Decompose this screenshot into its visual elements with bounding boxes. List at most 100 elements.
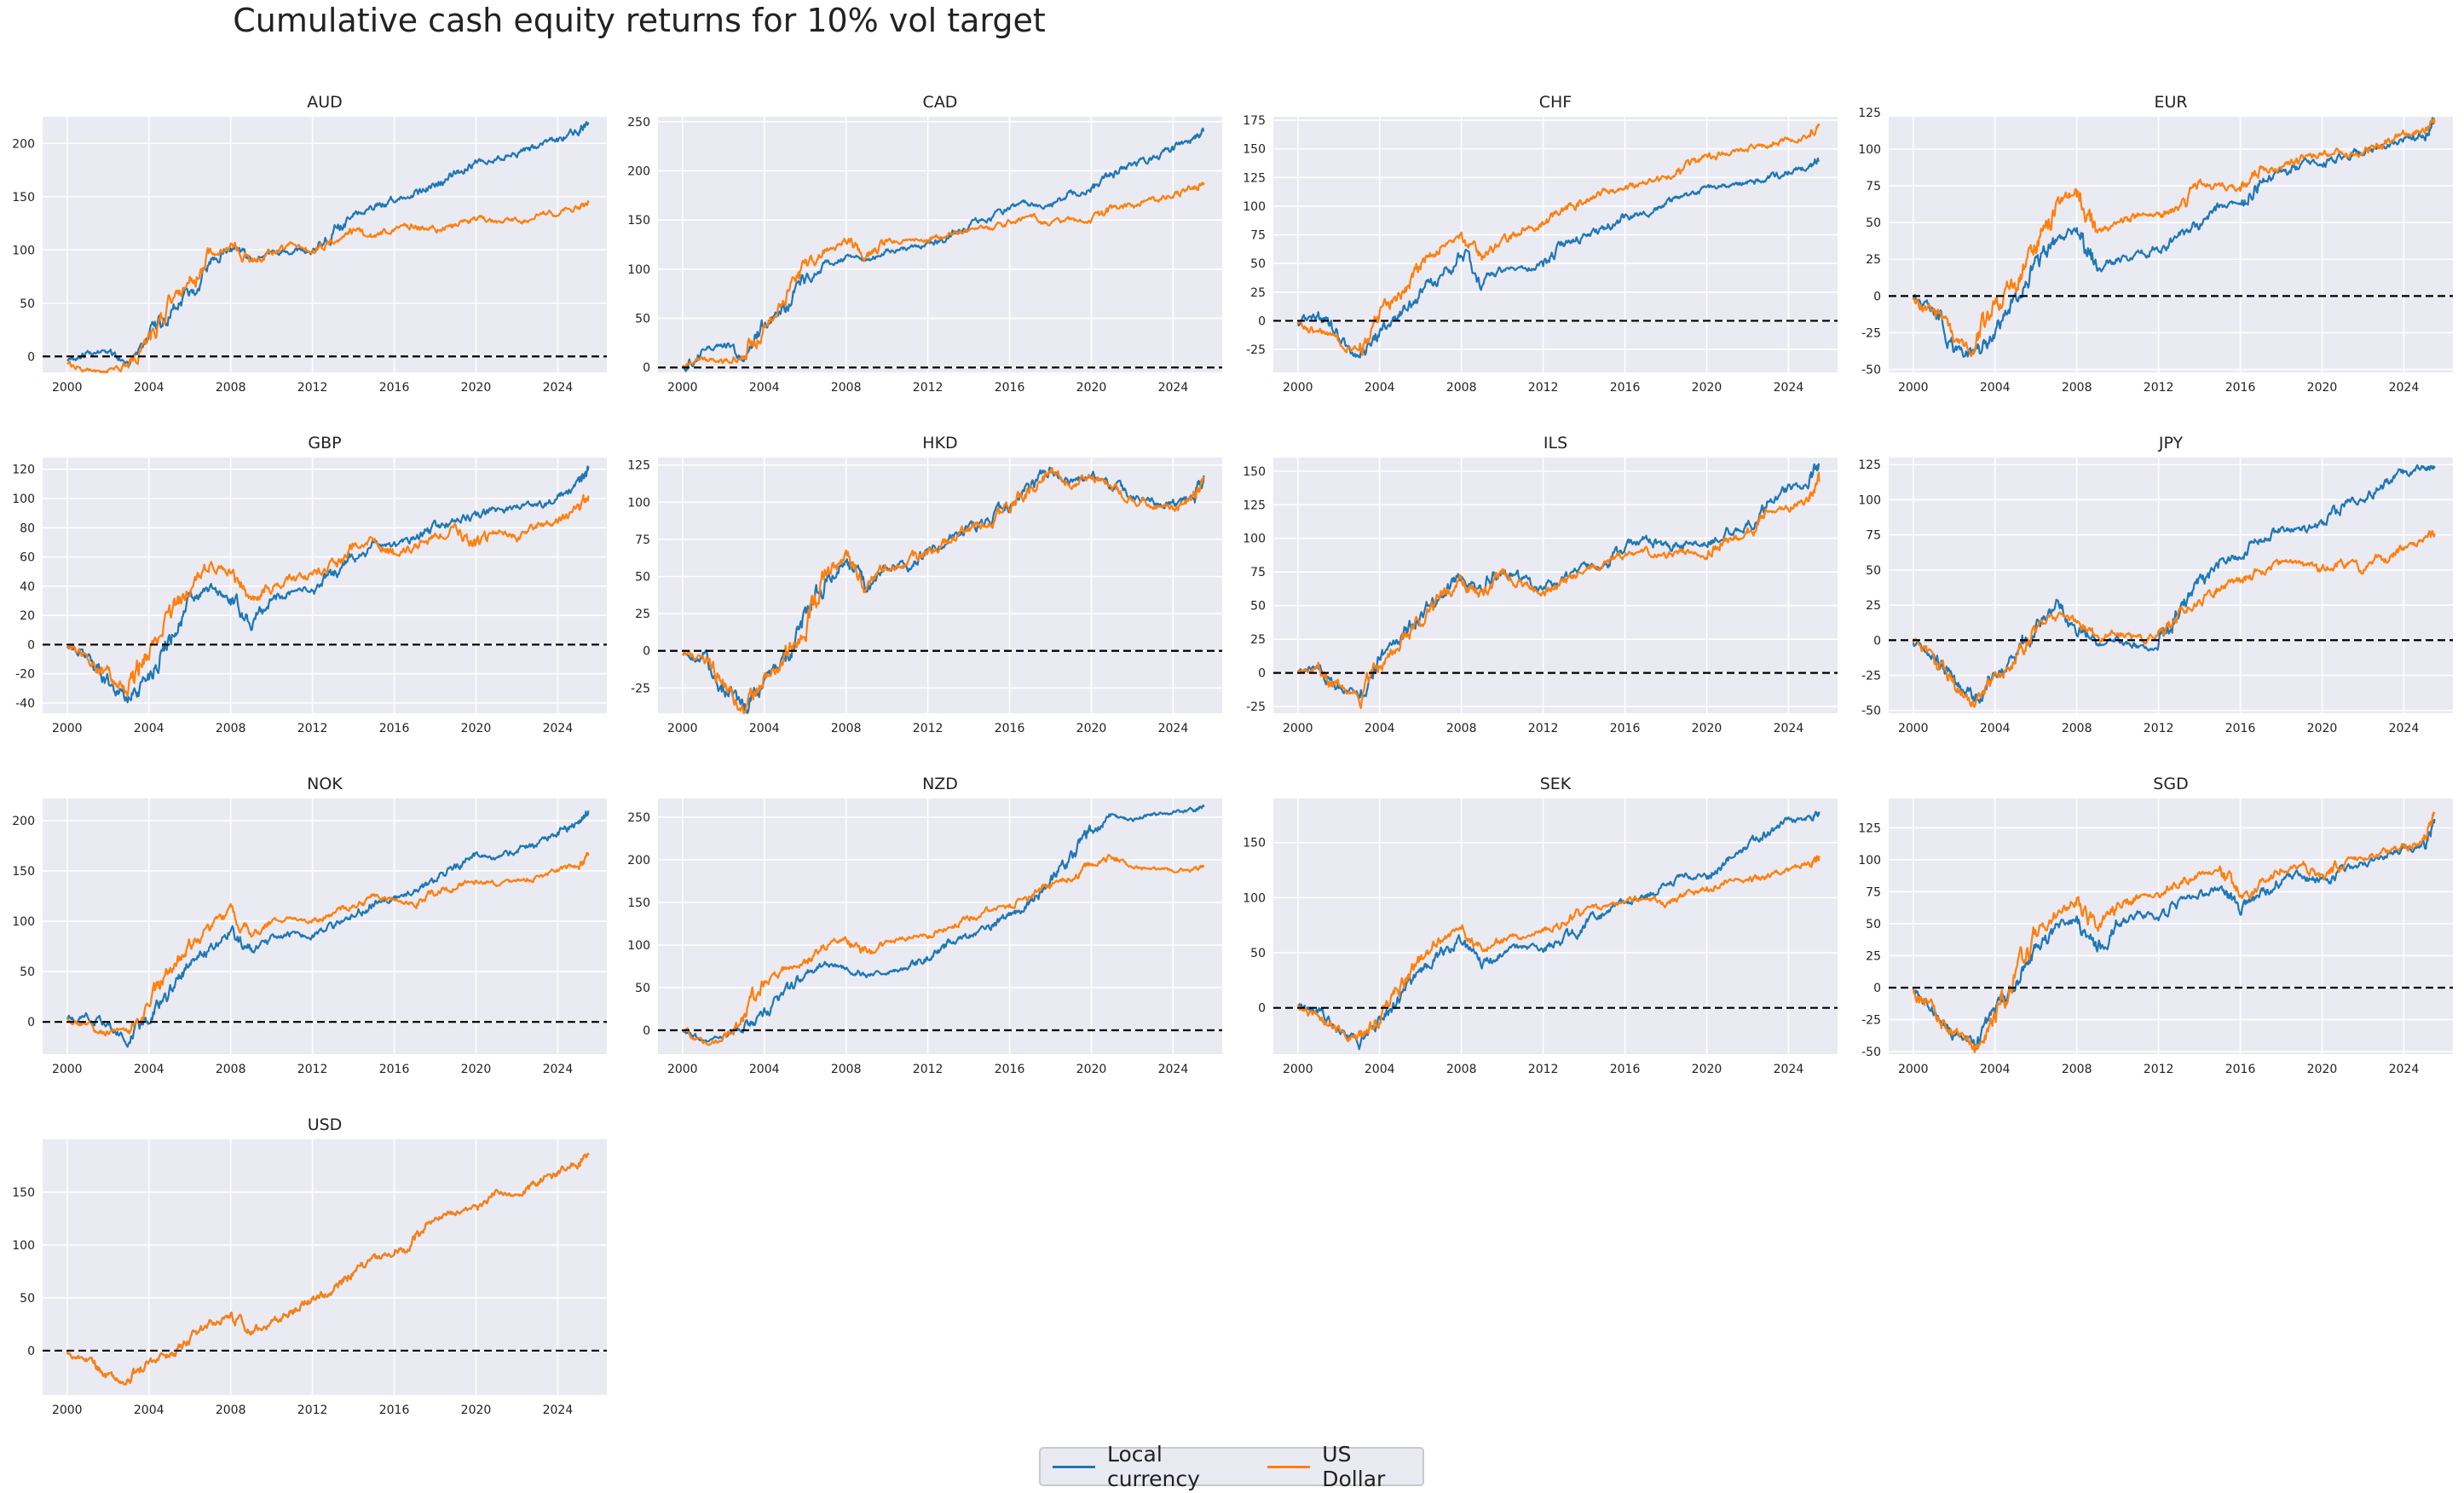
- y-tick-label: 50: [635, 571, 650, 585]
- x-tick-label: 2008: [2062, 1063, 2092, 1076]
- series-line-us-dollar-jpy: [1912, 529, 2436, 708]
- x-tick-label: 2000: [1283, 381, 1313, 395]
- x-tick-label: 2016: [2225, 722, 2256, 735]
- x-tick-label: 2008: [1446, 381, 1477, 395]
- x-tick-label: 2016: [995, 381, 1025, 395]
- x-tick-label: 2008: [831, 1063, 862, 1076]
- legend-item-usd: US Dollar: [1267, 1442, 1407, 1491]
- series-line-local-currency-nzd: [682, 804, 1205, 1043]
- x-tick-label: 2012: [297, 722, 328, 735]
- series-line-us-dollar-nzd: [682, 854, 1205, 1046]
- subplot-eur: EUR -50 -25 0 25 50 75 100 125 2000 2004 2008 2012 20…: [1858, 93, 2453, 395]
- x-tick-label: 2004: [1980, 1063, 2011, 1076]
- legend-line-usd-swatch: [1267, 1465, 1311, 1468]
- series-line-local-currency-eur: [1912, 117, 2436, 358]
- y-tick-label: 25: [635, 608, 650, 621]
- x-tick-label: 2024: [1158, 1063, 1189, 1076]
- y-tick-label: 100: [627, 939, 650, 953]
- y-tick-label: 50: [1250, 947, 1266, 960]
- subplot-nok: NOK 0 50 100 150 200 2000 2004 2008 2012 2016 2020 2…: [12, 775, 607, 1076]
- plot-area-cad: [658, 117, 1222, 372]
- y-tick-label: -20: [15, 668, 35, 682]
- y-tick-label: 25: [1866, 253, 1881, 267]
- subplot-title-eur: EUR: [2154, 93, 2187, 112]
- y-tick-label: -25: [631, 682, 650, 695]
- x-tick-label: 2016: [1610, 1063, 1641, 1076]
- y-tick-label: 150: [627, 214, 650, 228]
- y-tick-label: 150: [12, 1186, 35, 1200]
- y-tick-label: 120: [12, 464, 35, 477]
- x-tick-label: 2016: [379, 381, 410, 395]
- y-tick-label: 200: [12, 815, 35, 828]
- x-tick-label: 2012: [2144, 1063, 2174, 1076]
- y-tick-label: 75: [635, 533, 650, 547]
- x-tick-label: 2004: [1980, 381, 2011, 395]
- y-tick-label: 50: [1250, 257, 1266, 271]
- y-tick-label: 100: [627, 263, 650, 277]
- x-tick-label: 2024: [1774, 722, 1804, 735]
- x-tick-label: 2012: [2144, 381, 2174, 395]
- y-tick-label: 150: [12, 865, 35, 879]
- x-tick-label: 2020: [1076, 722, 1107, 735]
- y-tick-label: 150: [627, 896, 650, 910]
- y-tick-label: 100: [1243, 891, 1266, 905]
- y-tick-label: 25: [1866, 599, 1881, 613]
- x-tick-label: 2012: [1528, 381, 1559, 395]
- y-tick-label: 125: [1858, 822, 1881, 836]
- subplot-hkd: HKD -25 0 25 50 75 100 125 2000 2004 2008 2012 2016 2…: [627, 434, 1222, 735]
- y-tick-label: 20: [20, 609, 35, 623]
- y-tick-label: 75: [1866, 180, 1881, 193]
- x-tick-label: 2020: [2307, 722, 2338, 735]
- x-tick-label: 2020: [1076, 381, 1107, 395]
- plot-area-sgd: [1889, 798, 2453, 1054]
- x-tick-label: 2008: [831, 381, 862, 395]
- subplot-title-hkd: HKD: [922, 434, 957, 453]
- x-tick-label: 2016: [995, 722, 1025, 735]
- y-tick-label: 0: [1258, 314, 1266, 328]
- plot-area-nok: [43, 798, 607, 1054]
- legend-line-local-swatch: [1053, 1465, 1095, 1468]
- y-tick-label: 0: [1873, 634, 1881, 648]
- y-tick-label: 100: [1243, 200, 1266, 214]
- y-tick-label: 0: [27, 638, 35, 652]
- y-tick-label: 50: [635, 982, 650, 995]
- x-tick-label: 2024: [2389, 722, 2420, 735]
- y-tick-label: 200: [627, 854, 650, 868]
- x-tick-label: 2024: [1774, 1063, 1804, 1076]
- series-line-local-currency-sek: [1297, 810, 1821, 1051]
- x-tick-label: 2008: [1446, 1063, 1477, 1076]
- x-tick-label: 2016: [2225, 381, 2256, 395]
- series-line-us-dollar-cad: [681, 182, 1205, 368]
- legend-label-usd: US Dollar: [1322, 1442, 1386, 1491]
- y-tick-label: 0: [27, 1016, 35, 1029]
- subplot-title-nok: NOK: [307, 775, 343, 793]
- x-tick-label: 2008: [831, 722, 862, 735]
- x-tick-label: 2008: [1446, 722, 1477, 735]
- y-tick-label: 50: [20, 966, 35, 979]
- subplot-aud: AUD 0 50 100 150 200 2000 2004 2008 2012 2016 2020 2…: [12, 93, 607, 395]
- y-tick-label: 125: [1858, 458, 1881, 472]
- x-tick-label: 2024: [2389, 381, 2420, 395]
- y-tick-label: 0: [643, 645, 650, 659]
- y-tick-label: 0: [643, 1024, 650, 1038]
- series-line-local-currency-gbp: [66, 465, 590, 704]
- y-tick-label: -25: [1246, 700, 1266, 714]
- y-tick-label: 25: [1250, 286, 1266, 300]
- x-tick-label: 2024: [543, 722, 574, 735]
- y-tick-label: 100: [1858, 854, 1881, 868]
- y-tick-label: -50: [1861, 705, 1881, 718]
- x-tick-label: 2016: [2225, 1063, 2256, 1076]
- x-tick-label: 2000: [52, 1404, 83, 1417]
- plot-area-gbp: [43, 458, 607, 713]
- y-tick-label: -25: [1861, 1014, 1881, 1028]
- series-line-local-currency-nok: [66, 810, 590, 1048]
- series-line-us-dollar-sek: [1296, 855, 1821, 1042]
- subplot-chf: CHF -25 0 25 50 75 100 125 150 175 2000 2004 2008 201…: [1243, 93, 1838, 395]
- x-tick-label: 2000: [1898, 722, 1929, 735]
- x-tick-label: 2008: [216, 722, 246, 735]
- series-line-us-dollar-sgd: [1912, 811, 2436, 1053]
- y-tick-label: 100: [1858, 143, 1881, 157]
- legend: Local currency US Dollar: [1039, 1442, 1424, 1491]
- subplot-title-sek: SEK: [1540, 775, 1572, 793]
